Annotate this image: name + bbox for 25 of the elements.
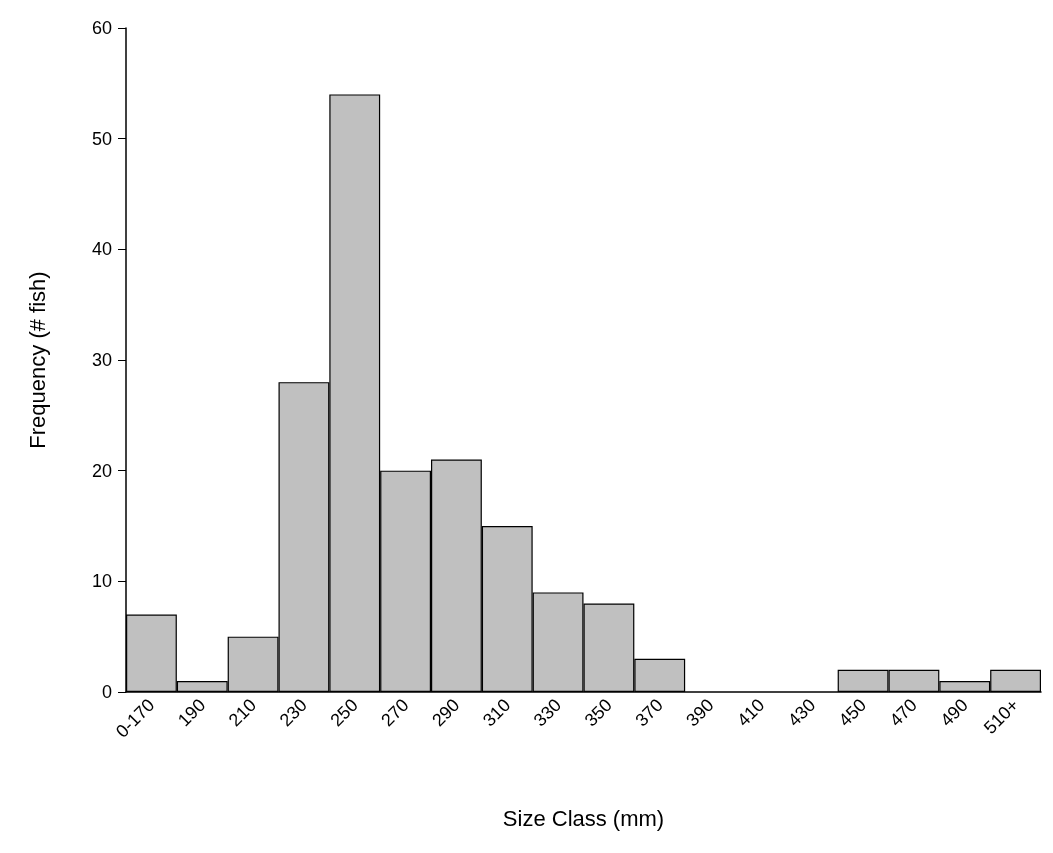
y-tick-label: 10	[91, 571, 112, 592]
x-tick-label: 250	[326, 694, 362, 731]
y-tick-label: 50	[91, 128, 112, 149]
x-tick-label: 210	[224, 694, 261, 731]
y-tick-label: 60	[91, 18, 112, 38]
y-tick-label: 0	[101, 682, 112, 702]
x-tick-label: 430	[783, 694, 820, 731]
x-tick-label: 350	[580, 694, 616, 731]
y-tick-label: 20	[91, 460, 112, 481]
x-tick-label: 490	[936, 694, 972, 731]
x-tick-label: 450	[834, 694, 871, 731]
x-tick-label: 190	[173, 694, 210, 731]
y-axis-title: Frequency (# fish)	[24, 271, 50, 449]
x-tick-label: 410	[733, 694, 769, 731]
x-tick-label: 230	[275, 694, 311, 731]
x-tick-label: 370	[631, 694, 667, 731]
x-tick-label: 390	[682, 694, 718, 731]
x-tick-label: 470	[885, 694, 921, 731]
y-tick-label: 30	[91, 350, 112, 370]
x-axis-title: Size Class (mm)	[502, 805, 665, 831]
x-tick-label: 270	[377, 694, 413, 731]
y-tick-label: 40	[91, 239, 112, 260]
x-tick-label: 330	[529, 694, 566, 731]
x-tick-label: 290	[428, 694, 464, 731]
x-tick-label: 310	[478, 694, 515, 731]
